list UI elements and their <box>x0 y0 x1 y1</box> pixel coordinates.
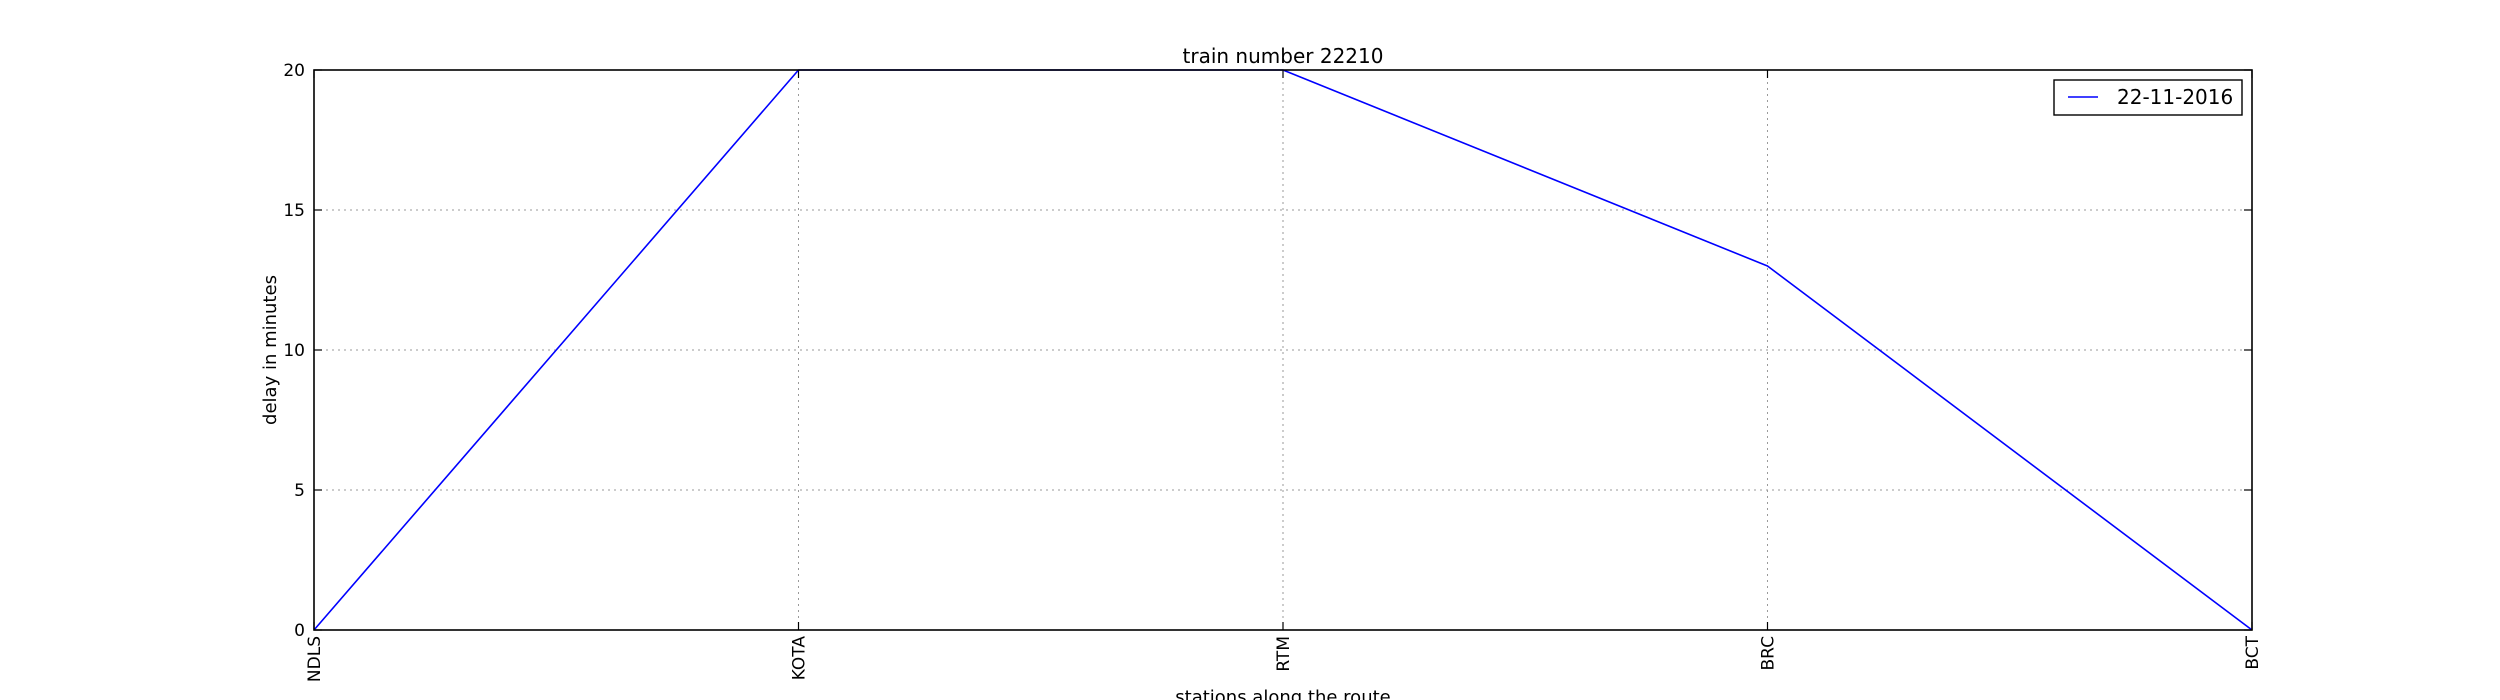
legend: 22-11-2016 <box>2053 79 2243 116</box>
x-tick-label: BCT <box>2243 635 2263 669</box>
y-tick-label: 10 <box>283 341 305 361</box>
x-tick-label: BRC <box>1759 636 1779 671</box>
y-tick-labels: 0 5 10 15 20 <box>283 61 305 641</box>
x-tick-label: RTM <box>1274 636 1294 672</box>
legend-label: 22-11-2016 <box>2117 85 2233 109</box>
y-tick-label: 5 <box>294 481 305 501</box>
y-tick-label: 0 <box>294 621 305 641</box>
x-tick-label: NDLS <box>305 636 325 682</box>
x-tick-label: KOTA <box>790 636 810 681</box>
y-axis-label: delay in minutes <box>260 275 281 425</box>
y-tick-label: 15 <box>283 201 305 221</box>
x-tick-labels: NDLS KOTA RTM BRC BCT <box>305 635 2263 682</box>
plot-frame <box>313 69 2253 631</box>
chart-title: train number 22210 <box>1183 44 1384 68</box>
y-tick-label: 20 <box>283 61 305 81</box>
x-axis-label: stations along the route <box>1175 687 1390 700</box>
grid-lines <box>314 70 2252 630</box>
